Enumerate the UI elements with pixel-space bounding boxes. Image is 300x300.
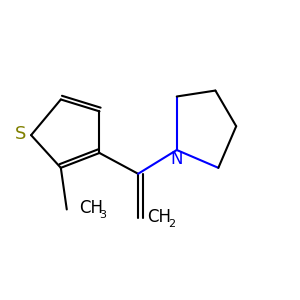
- Text: 2: 2: [168, 219, 175, 229]
- Text: CH: CH: [147, 208, 171, 226]
- Text: CH: CH: [79, 199, 103, 217]
- Text: S: S: [15, 125, 26, 143]
- Text: N: N: [170, 150, 183, 168]
- Text: 3: 3: [100, 210, 106, 220]
